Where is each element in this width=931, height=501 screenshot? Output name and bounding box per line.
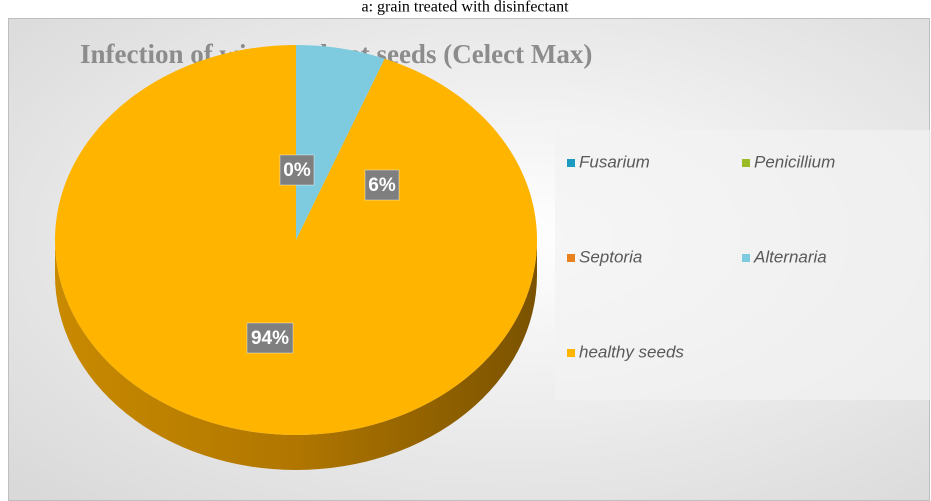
legend-label: Penicillium: [754, 152, 835, 171]
slice-side: [55, 240, 537, 470]
legend-label: Septoria: [579, 247, 642, 266]
data-label-box: [246, 322, 294, 354]
legend-swatch: [567, 159, 575, 167]
data-label: 94%: [251, 328, 289, 349]
legend-box: [555, 130, 931, 400]
legend-label: healthy seeds: [579, 342, 684, 361]
caption: a: grain treated with disinfectant: [361, 0, 569, 16]
slice: [55, 45, 538, 435]
legend-label: Fusarium: [579, 152, 650, 171]
data-label: 6%: [368, 175, 396, 196]
data-label: 0%: [283, 160, 311, 181]
legend-swatch: [567, 349, 575, 357]
legend-swatch: [567, 254, 575, 262]
data-label-box: [279, 154, 315, 186]
legend-swatch: [742, 254, 750, 262]
slice: [296, 45, 385, 240]
legend-label: Alternaria: [753, 247, 827, 266]
data-label-box: [364, 169, 400, 201]
legend-swatch: [742, 159, 750, 167]
